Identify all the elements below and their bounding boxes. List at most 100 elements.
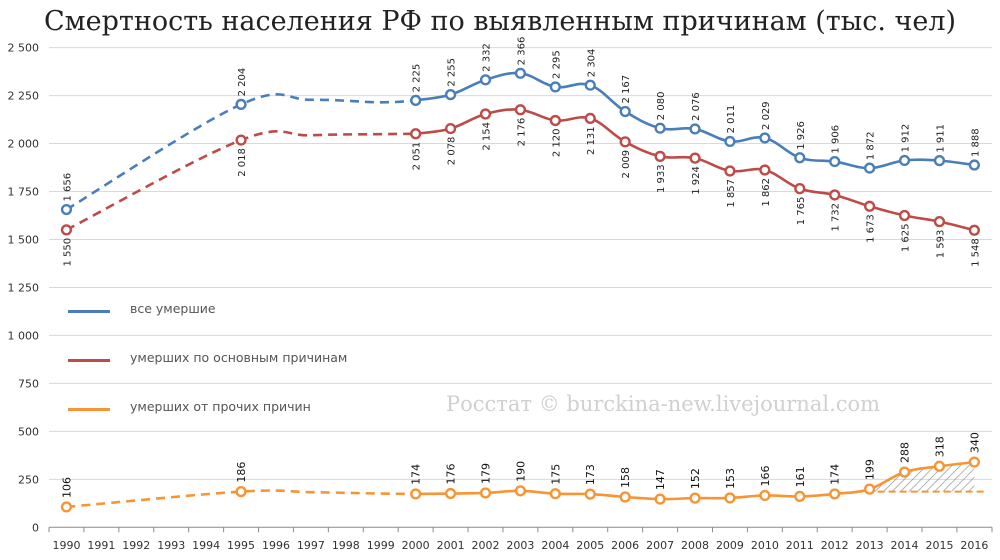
data-point: [724, 492, 736, 504]
data-label: 1 857: [726, 179, 737, 208]
data-point: [514, 485, 527, 497]
data-label: 1 933: [656, 164, 667, 193]
data-point: [968, 224, 980, 236]
data-label: 153: [724, 468, 737, 489]
data-label: 1 912: [901, 124, 912, 153]
data-point: [898, 154, 911, 167]
data-label: 2 076: [691, 92, 702, 121]
data-point: [933, 216, 946, 228]
data-point: [444, 89, 457, 101]
data-point: [864, 200, 876, 212]
data-point: [794, 183, 806, 195]
data-point: [479, 74, 492, 86]
x-tick-label: 2012: [821, 539, 849, 552]
dashed-series-line: [65, 130, 416, 232]
x-tick-label: 2010: [751, 539, 779, 552]
data-label: 186: [235, 462, 248, 483]
data-point: [829, 189, 841, 201]
x-tick-label: 2014: [891, 539, 919, 552]
data-label: 2 131: [586, 126, 597, 155]
data-point: [724, 165, 736, 177]
data-label: 1 926: [796, 121, 807, 150]
data-label: 1 550: [62, 238, 73, 267]
x-tick-label: 2013: [856, 539, 884, 552]
data-label: 1 888: [970, 128, 981, 157]
data-point: [584, 488, 596, 500]
data-point: [829, 155, 841, 168]
data-label: 2 029: [761, 101, 772, 130]
data-point: [619, 136, 631, 148]
x-tick-label: 1993: [157, 539, 185, 552]
data-label: 2 080: [656, 92, 667, 121]
x-tick-label: 1999: [367, 539, 395, 552]
data-label: 2 204: [237, 68, 248, 97]
data-label: 174: [410, 464, 423, 485]
data-label: 2 009: [621, 150, 632, 179]
watermark: Росстат © burckina-new.livejournal.com: [446, 392, 881, 416]
data-point: [60, 501, 73, 513]
data-point: [794, 490, 806, 503]
data-label: 2 167: [621, 75, 632, 104]
data-point: [584, 79, 596, 91]
x-tick-label: 1990: [52, 539, 80, 552]
data-point: [235, 486, 247, 498]
dashed-series-line: [66, 489, 416, 509]
data-point: [654, 493, 666, 505]
x-tick-label: 2009: [716, 539, 744, 552]
data-label: 1 872: [866, 131, 877, 160]
x-tick-label: 2004: [541, 539, 569, 552]
data-point: [759, 132, 771, 144]
data-label: 340: [968, 432, 981, 453]
x-tick-label: 2008: [681, 539, 709, 552]
data-point: [654, 122, 666, 134]
x-tick-label: 1996: [262, 539, 290, 552]
y-tick-label: 500: [18, 425, 39, 438]
data-point: [968, 456, 980, 468]
data-label: 2 366: [516, 37, 527, 66]
data-point: [479, 487, 492, 499]
data-point: [864, 162, 876, 174]
x-tick-label: 2016: [960, 539, 988, 552]
data-label: 1 862: [761, 178, 772, 207]
dashed-series-line: [65, 93, 416, 211]
data-point: [479, 108, 492, 120]
data-label: 2 120: [551, 129, 562, 158]
data-point: [549, 488, 561, 500]
data-point: [549, 81, 561, 93]
y-tick-label: 2 000: [8, 138, 40, 151]
x-tick-label: 2005: [576, 539, 604, 552]
y-tick-label: 1 000: [8, 329, 40, 342]
hatched-area: [869, 462, 975, 492]
x-tick-label: 2006: [611, 539, 639, 552]
data-label: 2 011: [726, 105, 737, 134]
data-point: [60, 224, 73, 236]
data-label: 199: [864, 459, 877, 480]
data-label: 1 906: [831, 125, 842, 154]
data-point: [514, 67, 527, 79]
data-label: 2 304: [586, 49, 597, 78]
data-label: 288: [899, 442, 912, 463]
x-tick-label: 1992: [122, 539, 150, 552]
x-tick-label: 2002: [472, 539, 500, 552]
data-point: [968, 159, 980, 171]
legend-label-other-causes: умерших от прочих причин: [130, 399, 311, 414]
data-point: [444, 487, 457, 500]
y-tick-label: 250: [18, 473, 39, 486]
data-label: 1 656: [62, 173, 73, 202]
data-point: [584, 112, 596, 125]
data-point: [60, 203, 73, 216]
data-point: [759, 489, 771, 502]
data-label: 2 018: [237, 148, 248, 177]
data-point: [864, 483, 876, 495]
legend-swatch-other-causes: [68, 408, 110, 411]
data-label: 2 078: [447, 137, 458, 166]
data-label: 106: [60, 477, 73, 498]
y-tick-label: 2 250: [8, 90, 40, 103]
data-label: 176: [445, 464, 458, 485]
x-tick-label: 2015: [925, 539, 953, 552]
data-label: 161: [794, 466, 807, 487]
data-point: [829, 488, 841, 500]
data-label: 2 051: [412, 142, 423, 171]
legend-label-main-causes: умерших по основным причинам: [130, 350, 348, 365]
